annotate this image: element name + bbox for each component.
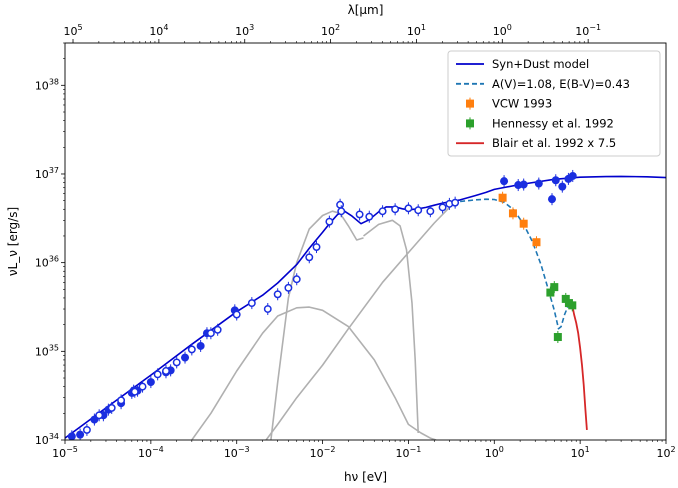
y-tick-label: 1037 <box>35 166 59 181</box>
data-point-open <box>355 210 364 219</box>
top-tick-label: 101 <box>407 23 426 38</box>
data-point-filled <box>551 176 560 185</box>
data-point-filled <box>568 171 577 180</box>
data-point-filled <box>547 195 556 204</box>
data-point-square <box>561 294 570 303</box>
data-point-open <box>305 253 314 262</box>
data-point-square <box>519 219 528 228</box>
x-tick-label: 10−2 <box>310 445 336 460</box>
x-tick-label: 100 <box>485 445 504 460</box>
data-point-square <box>498 193 507 202</box>
legend-box <box>447 50 661 157</box>
data-point-filled <box>196 341 205 350</box>
data-point-open <box>138 382 147 391</box>
data-point-open <box>365 212 374 221</box>
model-component-curve <box>270 210 364 440</box>
legend-label: Blair et al. 1992 x 7.5 <box>492 136 616 150</box>
y-axis-label: νL_ν [erg/s] <box>6 207 20 276</box>
data-point-open <box>247 299 256 308</box>
x-axis-label: hν [eV] <box>344 470 387 484</box>
data-point-open <box>414 206 423 215</box>
data-point-open <box>404 204 413 213</box>
data-point-open <box>172 358 181 367</box>
data-point-open <box>337 207 346 216</box>
x-tick-label: 101 <box>571 445 590 460</box>
axes-layer: 10−5 10−4 10−3 10−2 10−1 100 101 102 105 104 103 10… <box>35 23 676 460</box>
data-point-open <box>378 207 387 216</box>
legend: Syn+Dust model A(V)=1.08, E(B-V)=0.43 VCW … <box>447 50 661 157</box>
x-tick-label: 10−1 <box>396 445 422 460</box>
x-tick-label: 102 <box>656 445 675 460</box>
data-point-open <box>451 198 460 207</box>
data-point-open <box>438 203 447 212</box>
data-point-square <box>508 209 517 218</box>
data-point-square <box>532 238 541 247</box>
data-point-open <box>82 425 91 434</box>
data-point-open <box>426 207 435 216</box>
top-tick-label: 105 <box>63 23 82 38</box>
model-component-curve <box>191 306 437 440</box>
x-tick-label: 10−3 <box>224 445 250 460</box>
legend-label: A(V)=1.08, E(B-V)=0.43 <box>492 77 630 91</box>
data-point-open <box>117 396 126 405</box>
y-tick-label: 1038 <box>35 77 59 92</box>
data-point-filled <box>534 179 543 188</box>
data-point-open <box>107 403 116 412</box>
data-point-open <box>162 367 170 375</box>
data-point-filled <box>500 177 509 186</box>
data-point-square <box>553 333 562 342</box>
data-point-open <box>187 345 196 354</box>
data-point-open <box>284 283 293 292</box>
top-tick-label: 104 <box>149 23 168 38</box>
blair-et-al-1992-x-7-5-curve <box>565 299 588 430</box>
data-point-open <box>292 275 301 284</box>
top-tick-label: 100 <box>493 23 512 38</box>
top-x-axis-label: λ[μm] <box>348 3 384 17</box>
data-point-filled <box>181 353 190 362</box>
data-point-open <box>273 290 282 299</box>
y-tick-label: 1034 <box>35 432 59 447</box>
data-point-open <box>232 310 241 319</box>
legend-marker <box>466 119 474 128</box>
legend-label: Hennessy et al. 1992 <box>492 116 614 130</box>
data-point-open <box>263 305 272 313</box>
data-point-open <box>153 370 162 379</box>
x-tick-label: 10−5 <box>52 445 78 460</box>
plot-frame <box>64 42 667 441</box>
data-point-open <box>325 217 334 226</box>
data-point-square <box>550 283 559 292</box>
top-tick-label: 10−1 <box>575 23 601 38</box>
data-point-open <box>206 329 215 338</box>
data-point-open <box>95 411 104 420</box>
data-point-filled <box>146 378 155 387</box>
data-point-open <box>312 243 321 251</box>
data-point-filled <box>67 432 76 440</box>
data-point-open <box>130 387 139 396</box>
data-point-filled <box>558 182 567 191</box>
data-point-filled <box>519 180 528 189</box>
y-tick-label: 1035 <box>35 343 59 358</box>
markers-layer <box>67 169 577 440</box>
top-tick-label: 103 <box>235 23 254 38</box>
top-tick-label: 102 <box>321 23 340 38</box>
data-point-square <box>546 288 555 297</box>
data-point-open <box>336 200 345 209</box>
a-v-1-08-e-b-v-0-43-curve <box>460 198 573 330</box>
model-component-curve <box>265 201 456 440</box>
data-point-open <box>213 325 222 334</box>
legend-label: Syn+Dust model <box>492 57 589 71</box>
data-point-open <box>391 205 400 214</box>
legend-marker <box>466 99 474 108</box>
model-component-curve <box>363 219 419 434</box>
data-point-filled <box>76 430 85 439</box>
y-tick-label: 1036 <box>35 255 59 270</box>
data-point-square <box>568 301 577 310</box>
legend-label: VCW 1993 <box>492 97 552 111</box>
x-tick-label: 10−4 <box>138 445 164 460</box>
